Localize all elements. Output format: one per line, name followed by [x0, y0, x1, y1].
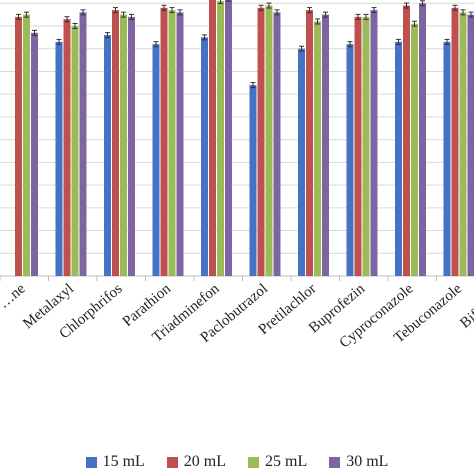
bar-25-ml-2: [120, 14, 127, 277]
bar-30-ml-3: [176, 12, 184, 276]
gridlines: [0, 2, 474, 254]
bar-20-ml-0: [15, 16, 22, 277]
bar-20-ml-5: [257, 7, 265, 277]
bar-15-ml-5: [249, 85, 257, 276]
bar-30-ml-6: [322, 14, 329, 277]
legend: 15 mL 20 mL 25 mL 30 mL: [0, 450, 474, 474]
bar-30-ml-4: [225, 0, 232, 277]
legend-label-30ml: 30 mL: [346, 453, 389, 470]
bar-30-ml-1: [79, 12, 87, 276]
legend-label-15ml: 15 mL: [102, 453, 145, 470]
bars: [15, 0, 474, 277]
legend-swatch-25ml: [248, 456, 259, 468]
bar-15-ml-2: [104, 35, 111, 276]
category-labels: …neMetalaxylChlorphrifosParathionTriadmi…: [0, 280, 474, 351]
bar-20-ml-7: [354, 16, 362, 277]
bar-25-ml-5: [265, 5, 273, 277]
legend-swatch-15ml: [85, 456, 97, 468]
bar-25-ml-6: [314, 21, 321, 277]
legend-item-20ml: 20 mL: [166, 453, 226, 471]
bar-20-ml-8: [403, 5, 410, 277]
bar-30-ml-8: [419, 3, 426, 276]
bar-15-ml-9: [443, 41, 451, 277]
legend-item-25ml: 25 mL: [248, 453, 307, 471]
bar-30-ml-7: [370, 10, 378, 276]
bar-30-ml-2: [128, 16, 135, 277]
legend-swatch-20ml: [166, 456, 178, 468]
bar-25-ml-8: [411, 23, 418, 277]
bar-25-ml-4: [217, 1, 224, 276]
bar-25-ml-7: [362, 16, 370, 277]
bar-30-ml-0: [31, 32, 38, 277]
bar-20-ml-1: [63, 19, 71, 276]
bar-15-ml-8: [395, 41, 402, 277]
x-axis: [0, 275, 474, 281]
bar-20-ml-4: [209, 0, 216, 277]
bar-25-ml-1: [71, 26, 79, 276]
legend-item-15ml: 15 mL: [85, 453, 145, 471]
bar-20-ml-6: [306, 10, 313, 276]
bar-30-ml-5: [273, 12, 281, 276]
legend-label-25ml: 25 mL: [265, 453, 308, 470]
bar-15-ml-7: [346, 44, 354, 276]
bar-25-ml-9: [459, 12, 467, 276]
bar-15-ml-3: [152, 44, 160, 276]
category-label-0: …ne: [0, 281, 29, 312]
bar-20-ml-2: [112, 10, 119, 276]
bar-15-ml-1: [55, 41, 63, 277]
legend-swatch-30ml: [329, 456, 341, 468]
legend-label-20ml: 20 mL: [183, 453, 226, 470]
bar-20-ml-9: [451, 7, 459, 277]
bar-30-ml-9: [467, 14, 474, 277]
bar-20-ml-3: [160, 7, 168, 277]
bar-15-ml-4: [201, 37, 208, 277]
bar-15-ml-6: [298, 48, 305, 277]
bar-25-ml-0: [23, 14, 30, 277]
bar-25-ml-3: [168, 10, 176, 276]
legend-item-30ml: 30 mL: [329, 453, 388, 471]
